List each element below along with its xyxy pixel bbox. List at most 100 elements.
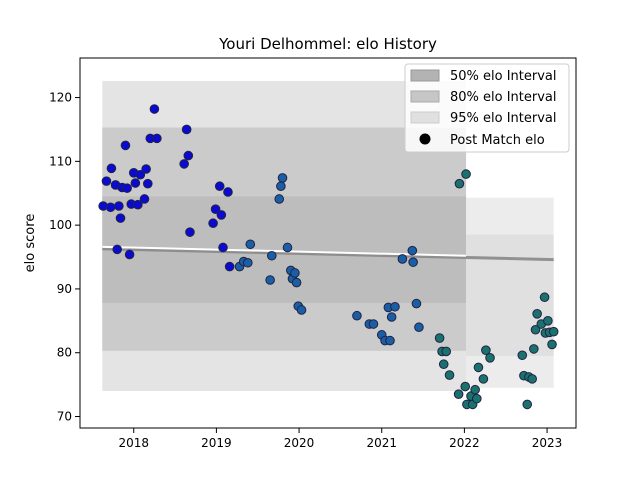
data-point-s0-24	[181, 124, 192, 135]
data-point-s0-15	[133, 199, 143, 210]
data-point-s2-7	[453, 389, 464, 399]
x-tick-label-2020: 2020	[284, 436, 315, 450]
chart-legend: 50% elo Interval 80% elo Interval 95% el…	[404, 63, 570, 153]
chart-title: Youri Delhommel: elo History	[218, 35, 437, 53]
data-point-s1-22	[385, 335, 395, 346]
x-axis-ticks: 2018 2019 2020 2021 2022 2023	[118, 428, 562, 450]
data-point-s1-12	[290, 268, 300, 278]
data-point-s0-32	[223, 187, 233, 197]
data-point-s1-9	[282, 242, 293, 253]
data-point-s0-11	[124, 249, 135, 260]
data-point-s2-8	[460, 381, 471, 392]
data-point-s1-5	[266, 250, 277, 261]
data-point-s1-25	[397, 254, 408, 264]
tail-band-80	[466, 234, 554, 356]
data-point-s0-1	[101, 176, 112, 186]
data-point-s0-7	[115, 213, 126, 223]
plot-frame	[79, 57, 577, 429]
data-point-s1-2	[243, 257, 253, 268]
data-point-s2-16	[481, 345, 491, 355]
x-tick-label-2018: 2018	[118, 436, 149, 450]
data-point-s0-18	[141, 164, 151, 174]
data-point-s1-16	[352, 310, 362, 321]
x-tick-label-2019: 2019	[201, 436, 232, 450]
data-point-s2-5	[441, 346, 452, 357]
x-tick-label-2021: 2021	[366, 436, 397, 450]
median-lines	[102, 245, 554, 262]
data-point-s2-2	[434, 333, 445, 343]
legend-label-80: 80% elo Interval	[450, 90, 557, 105]
data-point-s0-22	[152, 133, 162, 144]
legend-swatch-95	[410, 111, 440, 124]
median-highlight-line	[102, 245, 467, 257]
data-point-s2-0	[454, 178, 465, 189]
data-point-s1-15	[296, 305, 307, 315]
data-point-s2-6	[444, 370, 455, 380]
median-line	[102, 247, 554, 262]
data-point-s0-2	[105, 202, 116, 213]
data-point-s2-14	[473, 362, 484, 373]
data-point-s0-17	[139, 194, 150, 204]
x-tick-label-2022: 2022	[449, 436, 480, 450]
x-tick-label-2023: 2023	[532, 436, 563, 450]
data-point-s1-4	[265, 275, 275, 285]
y-axis-ticks: 70 80 90 100 110 120	[49, 91, 80, 424]
data-point-s2-4	[438, 359, 449, 370]
data-point-s1-26	[407, 245, 418, 256]
data-point-s1-29	[414, 322, 424, 333]
y-axis-label: elo score	[23, 214, 38, 273]
tail-band-95	[466, 197, 554, 388]
data-point-s1-27	[408, 257, 418, 267]
data-point-s2-24	[530, 324, 541, 335]
data-point-s0-19	[142, 178, 153, 189]
data-point-s0-23	[179, 159, 189, 169]
data-point-s0-10	[122, 183, 132, 193]
y-tick-label-80: 80	[57, 346, 72, 360]
data-point-s1-28	[411, 298, 422, 309]
data-point-s2-12	[470, 384, 480, 395]
data-point-s0-27	[208, 218, 218, 229]
data-point-s0-33	[224, 261, 235, 272]
data-point-s0-26	[185, 227, 195, 237]
y-tick-label-90: 90	[57, 282, 72, 296]
data-point-s0-28	[210, 204, 221, 214]
data-point-s1-24	[390, 301, 400, 312]
data-point-s2-13	[472, 393, 482, 404]
legend-label-point: Post Match elo	[450, 133, 545, 148]
y-tick-label-100: 100	[49, 218, 72, 232]
legend-label-50: 50% elo Interval	[450, 69, 557, 84]
y-tick-label-120: 120	[49, 91, 72, 105]
data-point-s0-6	[114, 201, 124, 211]
data-point-s0-25	[183, 150, 194, 161]
data-point-s2-22	[527, 374, 537, 384]
data-point-s2-32	[543, 316, 553, 326]
data-point-s0-9	[120, 140, 131, 151]
legend-swatch-50	[410, 69, 440, 82]
data-point-s2-17	[485, 353, 495, 363]
legend-swatch-80	[410, 90, 440, 103]
post-match-points	[98, 104, 559, 410]
y-tick-label-110: 110	[49, 154, 72, 168]
data-point-s1-8	[277, 173, 288, 183]
data-point-s2-15	[478, 374, 489, 384]
data-point-s2-18	[517, 350, 528, 361]
data-point-s1-18	[368, 319, 379, 329]
data-point-s2-27	[539, 292, 550, 303]
data-point-s0-16	[135, 169, 146, 180]
data-point-s2-31	[548, 326, 559, 337]
data-point-s1-23	[386, 312, 397, 322]
data-point-s2-1	[461, 169, 471, 179]
legend-marker-point	[419, 133, 431, 145]
data-point-s0-14	[130, 178, 141, 188]
data-point-s0-21	[149, 104, 160, 114]
data-point-s0-30	[216, 210, 227, 220]
legend-label-95: 95% elo Interval	[450, 111, 557, 126]
data-point-s1-3	[245, 239, 256, 250]
data-point-s0-5	[112, 244, 122, 255]
data-point-s1-7	[276, 181, 286, 192]
data-point-s0-31	[218, 242, 228, 253]
y-tick-label-70: 70	[57, 410, 72, 424]
data-point-s1-6	[274, 194, 285, 204]
data-point-s0-3	[106, 163, 117, 174]
